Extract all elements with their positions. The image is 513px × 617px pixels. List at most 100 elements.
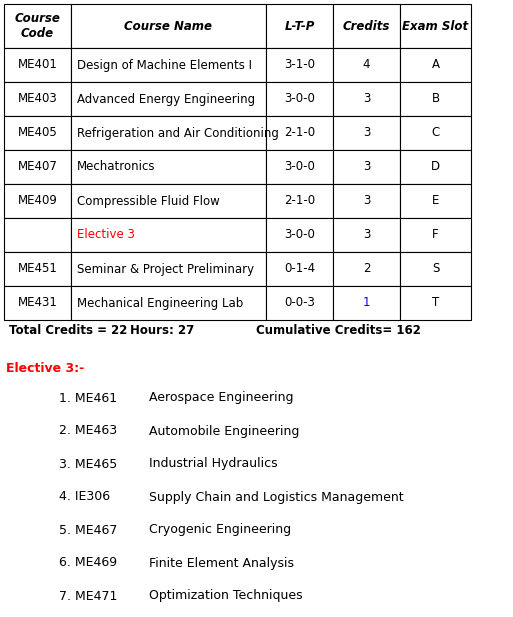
Bar: [400, 4, 471, 48]
Bar: [266, 218, 333, 252]
Bar: [71, 184, 266, 218]
Text: 5. ME467: 5. ME467: [59, 523, 117, 537]
Text: 2-1-0: 2-1-0: [284, 126, 315, 139]
Text: ME409: ME409: [17, 194, 57, 207]
Bar: [400, 48, 471, 82]
Bar: [333, 48, 400, 82]
Text: 3: 3: [363, 194, 370, 207]
Text: Mechatronics: Mechatronics: [77, 160, 155, 173]
Bar: [400, 252, 471, 286]
Text: 2: 2: [363, 262, 370, 276]
Bar: [266, 150, 333, 184]
Text: Advanced Energy Engineering: Advanced Energy Engineering: [77, 93, 255, 106]
Text: 3. ME465: 3. ME465: [59, 457, 117, 471]
Bar: [71, 252, 266, 286]
Bar: [400, 116, 471, 150]
Bar: [71, 218, 266, 252]
Text: ME407: ME407: [17, 160, 57, 173]
Bar: [4, 82, 71, 116]
Text: 4: 4: [363, 59, 370, 72]
Text: Cryogenic Engineering: Cryogenic Engineering: [149, 523, 291, 537]
Bar: [333, 150, 400, 184]
Bar: [266, 82, 333, 116]
Bar: [4, 4, 71, 48]
Text: ME403: ME403: [17, 93, 57, 106]
Bar: [71, 286, 266, 320]
Text: 3-0-0: 3-0-0: [284, 228, 315, 241]
Text: D: D: [431, 160, 440, 173]
Bar: [4, 116, 71, 150]
Text: Compressible Fluid Flow: Compressible Fluid Flow: [77, 194, 220, 207]
Bar: [71, 4, 266, 48]
Text: Industrial Hydraulics: Industrial Hydraulics: [149, 457, 278, 471]
Bar: [400, 150, 471, 184]
Text: T: T: [432, 297, 439, 310]
Text: Design of Machine Elements I: Design of Machine Elements I: [77, 59, 252, 72]
Text: Aerospace Engineering: Aerospace Engineering: [149, 392, 293, 405]
Text: Course Name: Course Name: [125, 20, 212, 33]
Text: Elective 3: Elective 3: [77, 228, 135, 241]
Text: 3: 3: [363, 228, 370, 241]
Bar: [71, 150, 266, 184]
Text: Finite Element Analysis: Finite Element Analysis: [149, 557, 294, 569]
Bar: [333, 252, 400, 286]
Text: F: F: [432, 228, 439, 241]
Text: A: A: [431, 59, 440, 72]
Bar: [71, 48, 266, 82]
Text: 3-0-0: 3-0-0: [284, 93, 315, 106]
Text: 6. ME469: 6. ME469: [59, 557, 117, 569]
Text: Automobile Engineering: Automobile Engineering: [149, 424, 300, 437]
Text: S: S: [432, 262, 439, 276]
Text: Elective 3:-: Elective 3:-: [6, 362, 84, 375]
Bar: [71, 82, 266, 116]
Text: 0-1-4: 0-1-4: [284, 262, 315, 276]
Text: Credits: Credits: [343, 20, 390, 33]
Text: ME401: ME401: [17, 59, 57, 72]
Bar: [4, 48, 71, 82]
Text: Course
Code: Course Code: [14, 12, 61, 40]
Bar: [266, 286, 333, 320]
Text: 3-0-0: 3-0-0: [284, 160, 315, 173]
Bar: [71, 116, 266, 150]
Text: ME451: ME451: [17, 262, 57, 276]
Text: Hours: 27: Hours: 27: [130, 323, 194, 336]
Text: ME431: ME431: [17, 297, 57, 310]
Text: Seminar & Project Preliminary: Seminar & Project Preliminary: [77, 262, 254, 276]
Bar: [333, 82, 400, 116]
Text: ME405: ME405: [17, 126, 57, 139]
Text: Mechanical Engineering Lab: Mechanical Engineering Lab: [77, 297, 243, 310]
Text: 4. IE306: 4. IE306: [59, 491, 110, 503]
Text: 7. ME471: 7. ME471: [59, 589, 117, 602]
Text: Refrigeration and Air Conditioning: Refrigeration and Air Conditioning: [77, 126, 279, 139]
Text: 3-1-0: 3-1-0: [284, 59, 315, 72]
Bar: [400, 286, 471, 320]
Bar: [333, 184, 400, 218]
Bar: [333, 116, 400, 150]
Text: Exam Slot: Exam Slot: [402, 20, 468, 33]
Text: Cumulative Credits= 162: Cumulative Credits= 162: [256, 323, 421, 336]
Text: 2. ME463: 2. ME463: [59, 424, 117, 437]
Text: 2-1-0: 2-1-0: [284, 194, 315, 207]
Bar: [333, 4, 400, 48]
Text: Optimization Techniques: Optimization Techniques: [149, 589, 303, 602]
Text: 1: 1: [363, 297, 370, 310]
Text: Total Credits = 22: Total Credits = 22: [9, 323, 127, 336]
Text: 3: 3: [363, 160, 370, 173]
Text: 3: 3: [363, 126, 370, 139]
Text: E: E: [432, 194, 439, 207]
Bar: [266, 116, 333, 150]
Text: C: C: [431, 126, 440, 139]
Text: Supply Chain and Logistics Management: Supply Chain and Logistics Management: [149, 491, 404, 503]
Text: B: B: [431, 93, 440, 106]
Bar: [266, 48, 333, 82]
Bar: [333, 286, 400, 320]
Text: 0-0-3: 0-0-3: [284, 297, 315, 310]
Bar: [4, 184, 71, 218]
Bar: [266, 252, 333, 286]
Bar: [4, 252, 71, 286]
Text: L-T-P: L-T-P: [284, 20, 314, 33]
Text: 1. ME461: 1. ME461: [59, 392, 117, 405]
Bar: [4, 218, 71, 252]
Bar: [266, 184, 333, 218]
Bar: [266, 4, 333, 48]
